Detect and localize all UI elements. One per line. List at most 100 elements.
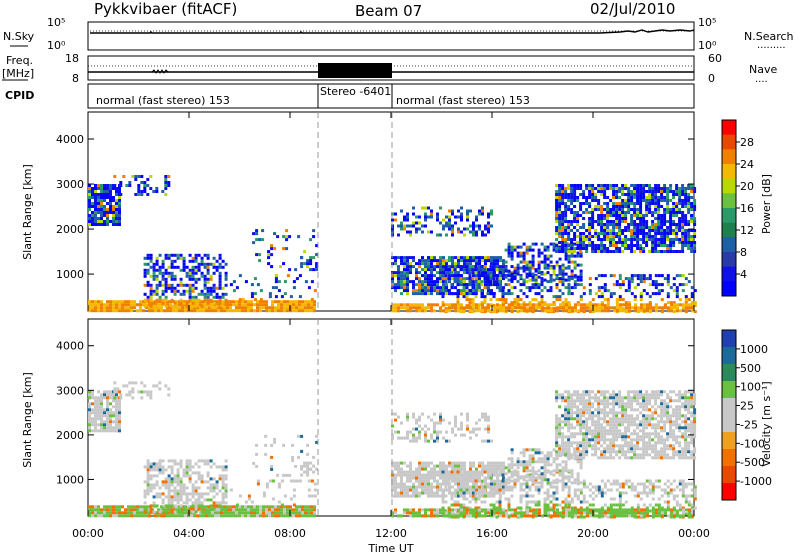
echo-cell bbox=[655, 303, 658, 307]
echo-cell bbox=[457, 488, 460, 492]
echo-cell bbox=[118, 303, 121, 307]
echo-cell bbox=[669, 238, 673, 241]
echo-cell bbox=[94, 300, 97, 304]
echo-cell bbox=[457, 482, 460, 486]
echo-cell bbox=[654, 217, 658, 220]
echo-cell bbox=[588, 232, 592, 235]
echo-cell bbox=[681, 184, 685, 187]
echo-cell bbox=[591, 217, 595, 220]
echo-cell bbox=[552, 269, 556, 273]
echo-cell bbox=[672, 232, 676, 235]
echo-cell bbox=[418, 494, 421, 498]
echo-cell bbox=[580, 303, 583, 307]
echo-cell bbox=[118, 414, 121, 418]
echo-cell bbox=[394, 306, 397, 310]
echo-cell bbox=[256, 283, 260, 287]
echo-cell bbox=[409, 430, 412, 434]
echo-cell bbox=[463, 464, 466, 468]
echo-cell bbox=[270, 253, 274, 257]
echo-cell bbox=[510, 479, 514, 483]
echo-cell bbox=[424, 286, 427, 290]
echo-cell bbox=[274, 306, 277, 310]
echo-cell bbox=[451, 427, 454, 431]
echo-cell bbox=[456, 479, 460, 483]
echo-cell bbox=[531, 494, 535, 498]
echo-cell bbox=[522, 278, 526, 282]
echo-cell bbox=[504, 485, 508, 489]
echo-cell bbox=[176, 256, 180, 260]
echo-cell bbox=[474, 271, 478, 275]
beam-title: Beam 07 bbox=[355, 2, 422, 20]
echo-cell bbox=[513, 463, 517, 467]
echo-cell bbox=[400, 286, 403, 290]
echo-cell bbox=[630, 280, 634, 284]
echo-cell bbox=[106, 300, 109, 304]
echo-cell bbox=[693, 190, 697, 193]
echo-cell bbox=[427, 427, 430, 431]
echo-cell bbox=[170, 459, 174, 463]
echo-cell bbox=[430, 491, 433, 495]
echo-cell bbox=[109, 508, 112, 512]
echo-cell bbox=[681, 205, 685, 208]
echo-cell bbox=[421, 476, 424, 480]
cpid-segment-3: normal (fast stereo) 153 bbox=[396, 94, 530, 107]
echo-cell bbox=[307, 479, 311, 483]
echo-cell bbox=[648, 202, 652, 205]
echo-cell bbox=[487, 289, 490, 293]
echo-cell bbox=[600, 193, 604, 196]
echo-cell bbox=[454, 215, 457, 219]
echo-cell bbox=[224, 474, 228, 478]
echo-cell bbox=[436, 259, 439, 263]
echo-cell bbox=[591, 247, 595, 250]
echo-cell bbox=[522, 460, 526, 464]
echo-cell bbox=[157, 511, 160, 515]
echo-cell bbox=[203, 277, 207, 281]
echo-cell bbox=[409, 464, 412, 468]
echo-cell bbox=[209, 477, 213, 481]
echo-cell bbox=[555, 503, 559, 507]
echo-cell bbox=[462, 476, 466, 480]
echo-cell bbox=[558, 396, 562, 400]
echo-cell bbox=[555, 260, 559, 264]
echo-cell bbox=[478, 277, 481, 281]
echo-cell bbox=[160, 303, 163, 307]
echo-cell bbox=[484, 491, 487, 495]
echo-cell bbox=[579, 275, 583, 279]
echo-cell bbox=[687, 220, 691, 223]
echo-cell bbox=[191, 465, 195, 469]
echo-cell bbox=[292, 306, 295, 310]
echo-cell bbox=[149, 298, 153, 302]
echo-cell bbox=[406, 289, 409, 293]
echo-cell bbox=[645, 208, 649, 211]
echo-cell bbox=[672, 241, 676, 244]
echo-cell bbox=[547, 306, 550, 310]
echo-cell bbox=[112, 196, 115, 199]
echo-cell bbox=[522, 448, 526, 452]
echo-cell bbox=[588, 235, 592, 238]
echo-cell bbox=[418, 215, 421, 219]
echo-cell bbox=[478, 491, 481, 495]
echo-cell bbox=[185, 501, 189, 505]
echo-cell bbox=[556, 306, 559, 310]
echo-cell bbox=[543, 506, 547, 510]
echo-cell bbox=[552, 307, 556, 311]
echo-cell bbox=[418, 430, 421, 434]
echo-cell bbox=[173, 459, 177, 463]
echo-cell bbox=[561, 473, 565, 477]
echo-cell bbox=[179, 483, 183, 487]
echo-cell bbox=[508, 306, 511, 310]
echo-cell bbox=[91, 423, 94, 427]
echo-cell bbox=[501, 473, 505, 477]
echo-cell bbox=[184, 309, 187, 313]
echo-cell bbox=[522, 482, 526, 486]
echo-cell bbox=[158, 471, 162, 475]
echo-cell bbox=[206, 253, 210, 257]
echo-cell bbox=[588, 292, 592, 296]
echo-cell bbox=[561, 266, 565, 270]
echo-cell bbox=[472, 461, 475, 465]
echo-cell bbox=[255, 229, 259, 233]
echo-cell bbox=[268, 309, 271, 313]
echo-cell bbox=[478, 476, 481, 480]
echo-cell bbox=[142, 300, 145, 304]
echo-cell bbox=[397, 306, 400, 310]
